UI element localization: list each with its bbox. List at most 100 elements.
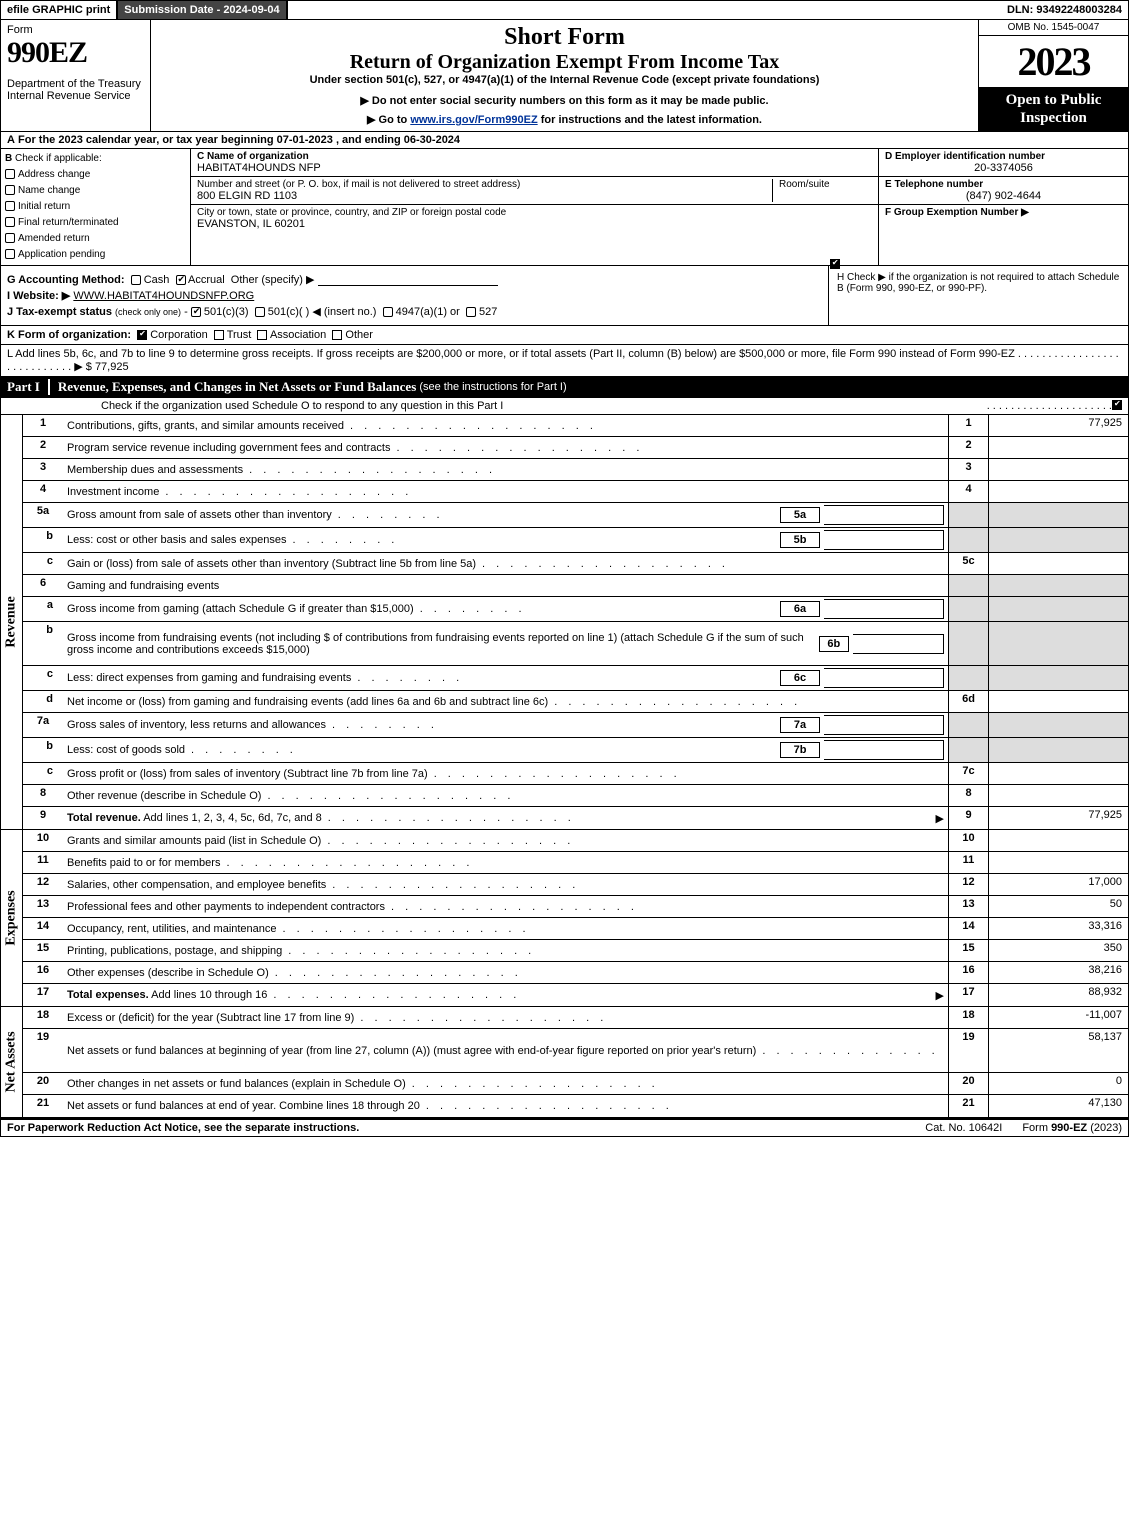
line-ref: 3 — [948, 459, 988, 480]
501c3-label: 501(c)(3) — [204, 306, 249, 318]
line-row: 8Other revenue (describe in Schedule O) … — [23, 785, 1128, 807]
mini-value-box — [824, 505, 944, 525]
line-description: Printing, publications, postage, and shi… — [67, 945, 282, 957]
527-label: 527 — [479, 306, 497, 318]
line-amount — [988, 713, 1128, 737]
line-text: Other revenue (describe in Schedule O) .… — [63, 785, 948, 806]
tax-sub: (check only one) — [115, 307, 181, 317]
line-description: Total revenue. Add lines 1, 2, 3, 4, 5c,… — [67, 812, 322, 824]
checkbox-amended-return[interactable] — [5, 233, 15, 243]
line-amount: 47,130 — [988, 1095, 1128, 1117]
line-row: dNet income or (loss) from gaming and fu… — [23, 691, 1128, 713]
dots: . . . . . . . . — [191, 744, 776, 756]
checkbox-corporation[interactable] — [137, 330, 147, 340]
line-text: Program service revenue including govern… — [63, 437, 948, 458]
checkbox-501c[interactable] — [255, 307, 265, 317]
line-number: 3 — [23, 459, 63, 480]
line-number: b — [23, 622, 63, 665]
checkbox-trust[interactable] — [214, 330, 224, 340]
part-1-check-row: Check if the organization used Schedule … — [0, 398, 1129, 415]
line-description: Other expenses (describe in Schedule O) — [67, 967, 269, 979]
checkbox-4947[interactable] — [383, 307, 393, 317]
dots: . . . . . . . . . . . . . . . . . . — [165, 486, 944, 498]
irs-link[interactable]: www.irs.gov/Form990EZ — [410, 114, 537, 126]
checkbox-name-change[interactable] — [5, 185, 15, 195]
line-text: Excess or (deficit) for the year (Subtra… — [63, 1007, 948, 1028]
col-h: H Check ▶ if the organization is not req… — [828, 266, 1128, 325]
mini-ref-box: 6a — [780, 601, 820, 617]
line-row: 15Printing, publications, postage, and s… — [23, 940, 1128, 962]
line-ref: 11 — [948, 852, 988, 873]
line-description: Investment income — [67, 486, 159, 498]
dln-label: DLN: 93492248003284 — [1001, 1, 1128, 19]
checkbox-initial-return[interactable] — [5, 201, 15, 211]
line-row: 20Other changes in net assets or fund ba… — [23, 1073, 1128, 1095]
col-c: C Name of organization HABITAT4HOUNDS NF… — [191, 149, 878, 265]
dots: . . . . . . . . . . . . . . . . . . — [554, 696, 944, 708]
4947-label: 4947(a)(1) or — [396, 306, 460, 318]
acct-label: G Accounting Method: — [7, 274, 125, 286]
mini-ref-box: 5a — [780, 507, 820, 523]
part-1-header: Part I Revenue, Expenses, and Changes in… — [0, 377, 1129, 398]
checkbox-address-change[interactable] — [5, 169, 15, 179]
mini-ref-box: 7b — [780, 742, 820, 758]
checkbox-application-pending[interactable] — [5, 249, 15, 259]
line-ref: 12 — [948, 874, 988, 895]
checkbox-final-return[interactable] — [5, 217, 15, 227]
line-amount: 38,216 — [988, 962, 1128, 983]
checkbox-other-org[interactable] — [332, 330, 342, 340]
dots: . . . . . . . . . . . . . . . . . . — [328, 812, 936, 824]
line-row: cLess: direct expenses from gaming and f… — [23, 666, 1128, 691]
line-text: Gross profit or (loss) from sales of inv… — [63, 763, 948, 784]
col-b-lead: Check if applicable: — [15, 153, 102, 164]
expenses-label-text: Expenses — [4, 890, 20, 945]
line-amount: -11,007 — [988, 1007, 1128, 1028]
dots: . . . . . . . . . . . . . . . . . . — [350, 420, 944, 432]
line-number: 12 — [23, 874, 63, 895]
footer-right-post: (2023) — [1087, 1122, 1122, 1134]
checkbox-sched-b[interactable] — [830, 259, 840, 269]
website-value: WWW.HABITAT4HOUNDSNFP.ORG — [73, 290, 254, 302]
line-ref — [948, 503, 988, 527]
dots: . . . . . . . . . . . . . . . . . . — [426, 1100, 944, 1112]
cb-label-5: Application pending — [18, 249, 105, 260]
checkbox-accrual[interactable] — [176, 275, 186, 285]
line-description: Occupancy, rent, utilities, and maintena… — [67, 923, 277, 935]
form-number: 990EZ — [7, 36, 144, 70]
goto-pre: ▶ Go to — [367, 114, 410, 126]
line-row: 9Total revenue. Add lines 1, 2, 3, 4, 5c… — [23, 807, 1128, 829]
revenue-rot-label: Revenue — [1, 415, 23, 829]
row-a-label: A — [7, 134, 15, 146]
line-amount — [988, 481, 1128, 502]
dots: . . . . . . . . . . . . . . . . . . — [249, 464, 944, 476]
checkbox-cash[interactable] — [131, 275, 141, 285]
part-1-sub: (see the instructions for Part I) — [419, 381, 566, 393]
checkbox-association[interactable] — [257, 330, 267, 340]
line-description: Less: cost or other basis and sales expe… — [67, 534, 287, 546]
line-amount — [988, 528, 1128, 552]
mini-value-box — [853, 634, 944, 654]
dots: . . . . . . . . . . . . . . . . . . — [273, 989, 935, 1001]
checkbox-501c3[interactable] — [191, 307, 201, 317]
checkbox-527[interactable] — [466, 307, 476, 317]
line-text: Gross income from gaming (attach Schedul… — [63, 597, 948, 621]
line-text: Gaming and fundraising events — [63, 575, 948, 596]
line-row: 13Professional fees and other payments t… — [23, 896, 1128, 918]
checkbox-schedule-o[interactable] — [1112, 400, 1122, 410]
part-1-dots: . . . . . . . . . . . . . . . . . . . . … — [987, 400, 1112, 412]
line-ref: 6d — [948, 691, 988, 712]
ein-value: 20-3374056 — [885, 162, 1122, 174]
line-number: a — [23, 597, 63, 621]
line-text: Contributions, gifts, grants, and simila… — [63, 415, 948, 436]
line-amount: 77,925 — [988, 807, 1128, 829]
addr-value: 800 ELGIN RD 1103 — [197, 190, 772, 202]
form-header: Form 990EZ Department of the Treasury In… — [0, 20, 1129, 132]
line-number: 18 — [23, 1007, 63, 1028]
line-ref — [948, 713, 988, 737]
subtitle-section: Under section 501(c), 527, or 4947(a)(1)… — [157, 74, 972, 86]
cb-label-3: Final return/terminated — [18, 217, 119, 228]
cb-label-4: Amended return — [18, 233, 90, 244]
line-text: Benefits paid to or for members . . . . … — [63, 852, 948, 873]
dept-label: Department of the Treasury Internal Reve… — [7, 78, 144, 102]
line-row: 1Contributions, gifts, grants, and simil… — [23, 415, 1128, 437]
